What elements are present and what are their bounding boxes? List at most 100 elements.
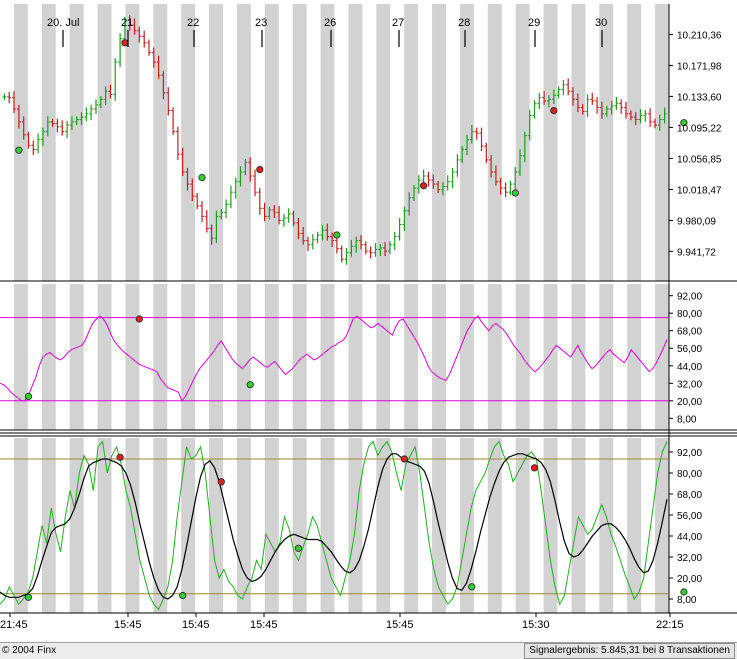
sell-signal-marker xyxy=(121,39,129,47)
session-band xyxy=(571,4,586,281)
session-band xyxy=(236,4,251,281)
session-band xyxy=(599,284,614,430)
session-band xyxy=(292,438,307,613)
session-band xyxy=(543,4,558,281)
session-band xyxy=(292,284,307,430)
price-y-tick-label: 10.018,47 xyxy=(677,185,722,196)
session-band xyxy=(404,284,419,430)
rsi-y-tick-label: 92,00 xyxy=(677,292,702,303)
session-band xyxy=(125,284,140,430)
buy-signal-marker xyxy=(24,593,33,601)
sell-signal-marker xyxy=(419,182,428,190)
session-band xyxy=(627,438,642,613)
session-band xyxy=(487,4,502,281)
sell-signal-marker xyxy=(530,464,539,472)
rsi-y-tick-label: 56,00 xyxy=(677,344,702,355)
stochastic-y-tick-label: 80,00 xyxy=(677,469,702,480)
session-band xyxy=(571,284,586,430)
sell-signal-marker xyxy=(400,455,408,463)
price-y-tick-label: 9.941,72 xyxy=(677,247,716,258)
day-label: 27 xyxy=(392,17,404,29)
day-label: 20. Jul xyxy=(47,17,79,29)
session-band xyxy=(432,284,446,430)
stochastic-y-tick-label: 20,00 xyxy=(677,574,702,585)
day-label: 30 xyxy=(595,17,607,29)
stochastic-y-tick-label: 44,00 xyxy=(677,532,702,543)
stochastic-y-tick-label: 8,00 xyxy=(677,595,697,606)
rsi-y-tick-label: 80,00 xyxy=(677,309,702,320)
session-band xyxy=(627,284,642,430)
x-tick-label: 15:45 xyxy=(250,619,278,631)
session-band xyxy=(320,284,335,430)
session-band xyxy=(543,438,558,613)
session-band xyxy=(236,438,251,613)
session-band xyxy=(13,284,28,430)
session-band xyxy=(320,438,335,613)
buy-signal-marker xyxy=(179,591,187,600)
session-band xyxy=(181,438,196,613)
session-band xyxy=(264,284,279,430)
price-y-tick-label: 10.133,60 xyxy=(677,92,722,103)
session-band xyxy=(13,438,28,613)
session-band xyxy=(125,4,140,281)
price-y-tick-label: 10.171,98 xyxy=(677,61,722,72)
session-band xyxy=(181,284,196,430)
price-y-tick-label: 9.980,09 xyxy=(677,216,716,227)
session-band xyxy=(153,438,168,613)
session-band xyxy=(13,4,28,281)
session-band xyxy=(599,438,614,613)
rsi-line xyxy=(0,315,668,402)
stochastic-fast-line xyxy=(0,440,668,611)
signal-result-text: Signalergebnis: 5.845,31 bei 8 Transakti… xyxy=(524,643,735,659)
buy-signal-marker xyxy=(468,583,476,591)
session-band xyxy=(515,4,530,281)
session-band xyxy=(69,438,84,613)
x-tick-label: 21:45 xyxy=(0,619,28,631)
session-band xyxy=(264,4,279,281)
sell-signal-marker xyxy=(135,315,143,323)
buy-signal-marker xyxy=(198,174,206,182)
stochastic-panel xyxy=(0,440,688,611)
session-band xyxy=(376,4,391,281)
sell-signal-marker xyxy=(256,166,264,174)
copyright-text: © 2004 Finx xyxy=(2,645,57,656)
session-band xyxy=(348,4,363,281)
buy-signal-marker xyxy=(680,119,688,127)
session-band xyxy=(69,284,84,430)
day-label: 22 xyxy=(187,17,199,29)
session-band xyxy=(655,4,669,281)
session-band xyxy=(41,4,56,281)
axes: 20. Jul 21 22 23 26 27 28 29 30 10.210,36 10.171,9… xyxy=(0,17,737,631)
session-band xyxy=(599,4,614,281)
rsi-y-tick-label: 68,00 xyxy=(677,327,702,338)
session-band xyxy=(125,438,140,613)
session-band xyxy=(236,284,251,430)
price-y-tick-label: 10.210,36 xyxy=(677,30,722,41)
session-band xyxy=(404,438,419,613)
session-band xyxy=(69,4,84,281)
buy-signal-marker xyxy=(333,231,341,239)
day-label: 29 xyxy=(528,17,540,29)
session-band xyxy=(153,4,168,281)
session-band xyxy=(432,4,446,281)
session-band xyxy=(627,4,642,281)
x-tick-label: 15:45 xyxy=(182,619,210,631)
stochastic-y-tick-label: 92,00 xyxy=(677,448,702,459)
stochastic-slow-line xyxy=(0,453,668,600)
session-band xyxy=(404,4,419,281)
sell-signal-marker xyxy=(116,453,124,461)
session-band xyxy=(209,284,223,430)
session-band xyxy=(376,438,391,613)
buy-signal-marker xyxy=(680,588,688,596)
price-y-tick-label: 10.095,22 xyxy=(677,123,722,134)
session-band xyxy=(487,438,502,613)
buy-signal-marker xyxy=(294,544,302,552)
rsi-y-tick-label: 8,00 xyxy=(677,414,697,425)
session-band xyxy=(655,284,669,430)
rsi-panel xyxy=(0,315,669,402)
day-label: 21 xyxy=(121,17,133,29)
x-tick-label: 15:30 xyxy=(522,619,550,631)
sell-signal-marker xyxy=(217,478,225,486)
session-band xyxy=(543,284,558,430)
stochastic-y-tick-label: 32,00 xyxy=(677,553,702,564)
